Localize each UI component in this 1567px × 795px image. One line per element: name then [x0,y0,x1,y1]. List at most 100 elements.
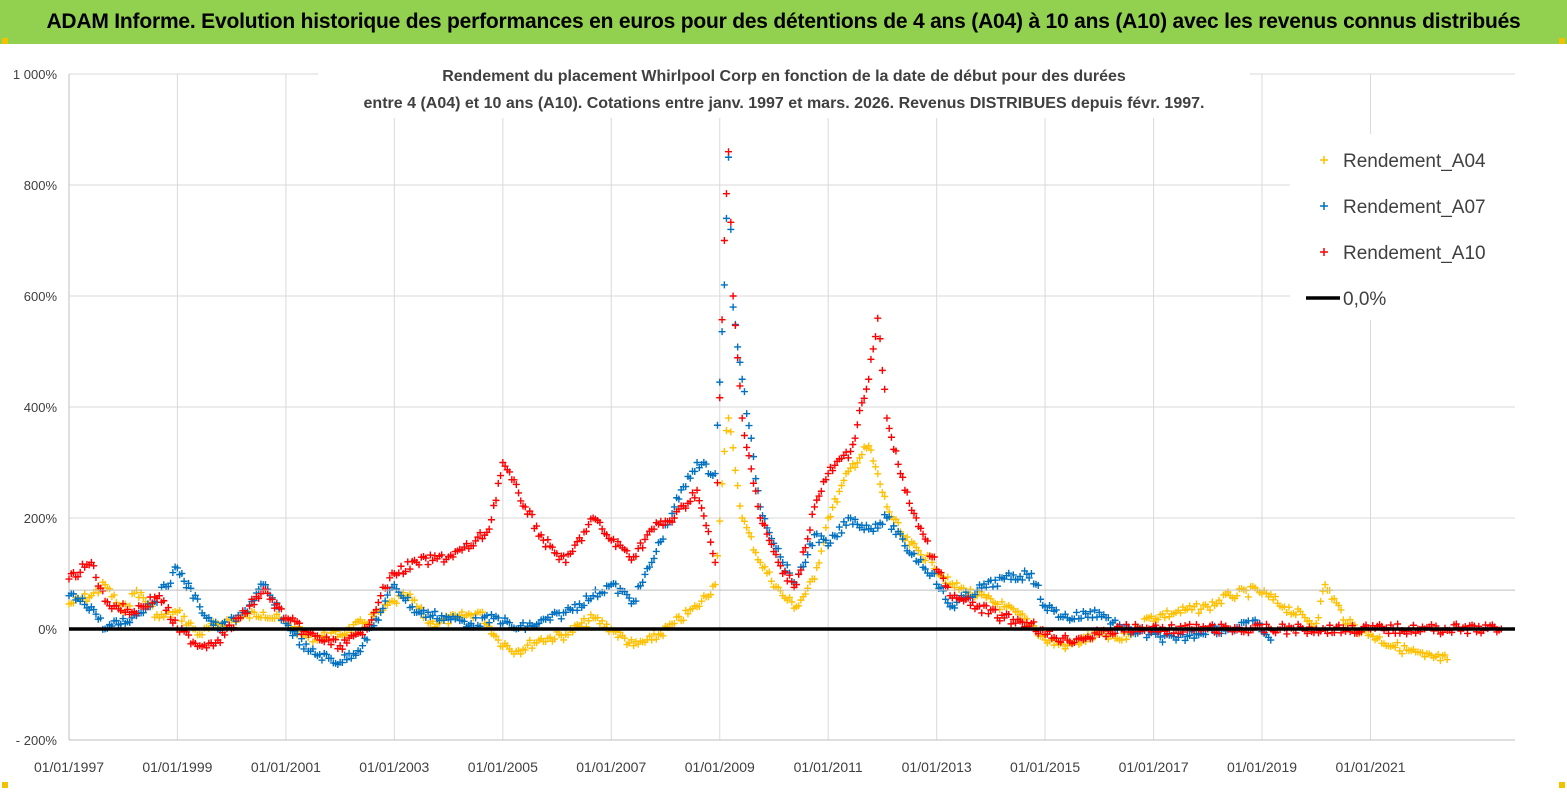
data-point [126,619,134,627]
data-point [352,651,360,659]
data-point [1206,606,1214,614]
data-point [1283,630,1291,638]
data-point [248,595,256,603]
data-point [806,526,814,534]
data-point [752,487,760,495]
data-point [646,563,654,571]
data-point [207,617,215,625]
data-point [420,606,428,614]
data-point [69,569,77,577]
data-point [302,640,310,648]
data-point [698,504,706,512]
data-point [731,466,739,474]
data-point [838,529,846,537]
data-point [937,569,945,577]
data-point [295,641,303,649]
data-point [1391,643,1399,651]
data-point [718,316,726,324]
data-point [905,499,913,507]
data-point [761,515,769,523]
data-point [623,547,631,555]
data-point [338,659,346,667]
data-point [1007,620,1015,628]
data-point [776,562,784,570]
data-point [78,594,86,602]
data-point [750,453,758,461]
data-point [1061,632,1069,640]
data-point [1244,593,1252,601]
data-point [580,601,588,609]
data-point [490,501,498,509]
data-point [1301,614,1309,622]
data-point [196,603,204,611]
x-tick-label: 01/01/1997 [34,759,104,775]
data-point [1030,618,1038,626]
data-point [1292,611,1300,619]
data-point [801,558,809,566]
x-tick-label: 01/01/2019 [1227,759,1297,775]
data-point [379,604,387,612]
data-point [808,510,816,518]
data-point [309,638,317,646]
axes: - 200% 0% 200% 400% 600% 800% 1 000% 01/01/1997… [13,67,1515,775]
data-point [756,558,764,566]
data-point [810,503,818,511]
data-point [560,636,568,644]
data-point [1014,607,1022,615]
data-point [824,470,832,478]
data-point [1012,619,1020,627]
zero-reference-line [69,589,1515,631]
data-point [878,488,886,496]
data-point [675,612,683,620]
data-point [1023,619,1031,627]
data-point [993,582,1001,590]
data-point [788,598,796,606]
data-point [454,613,462,621]
data-point [885,513,893,521]
data-point [930,570,938,578]
data-point [795,602,803,610]
x-tick-label: 01/01/2001 [251,759,321,775]
data-point [1018,576,1026,584]
data-point [720,281,728,289]
data-point [257,590,265,598]
data-point [542,543,550,551]
data-point [1271,593,1279,601]
data-point [336,642,344,650]
data-point [173,564,181,572]
data-point [1215,629,1223,637]
data-point [844,454,852,462]
data-point [467,619,475,627]
data-point [894,519,902,527]
data-point [844,468,852,476]
data-point [933,580,941,588]
data-point [497,472,505,480]
data-point [944,573,952,581]
x-tick-label: 01/01/2013 [902,759,972,775]
data-point [713,552,721,560]
data-point [1000,614,1008,622]
data-point [704,528,712,536]
data-point [533,522,541,530]
data-point [711,470,719,478]
data-point [684,610,692,618]
data-point [1181,636,1189,644]
data-point [734,343,742,351]
data-point [521,503,529,511]
data-point [139,609,147,617]
data-point [431,608,439,616]
legend-marker-icon [1320,202,1328,210]
data-point [822,524,830,532]
data-point [485,619,493,627]
data-point [939,574,947,582]
data-point [76,568,84,576]
legend-label: Rendement_A04 [1343,151,1486,172]
data-point [1403,630,1411,638]
data-point [81,590,89,598]
data-point [998,598,1006,606]
data-point [1427,621,1435,629]
data-point [921,565,929,573]
data-point [1034,630,1042,638]
data-point [341,651,349,659]
data-point [829,467,837,475]
